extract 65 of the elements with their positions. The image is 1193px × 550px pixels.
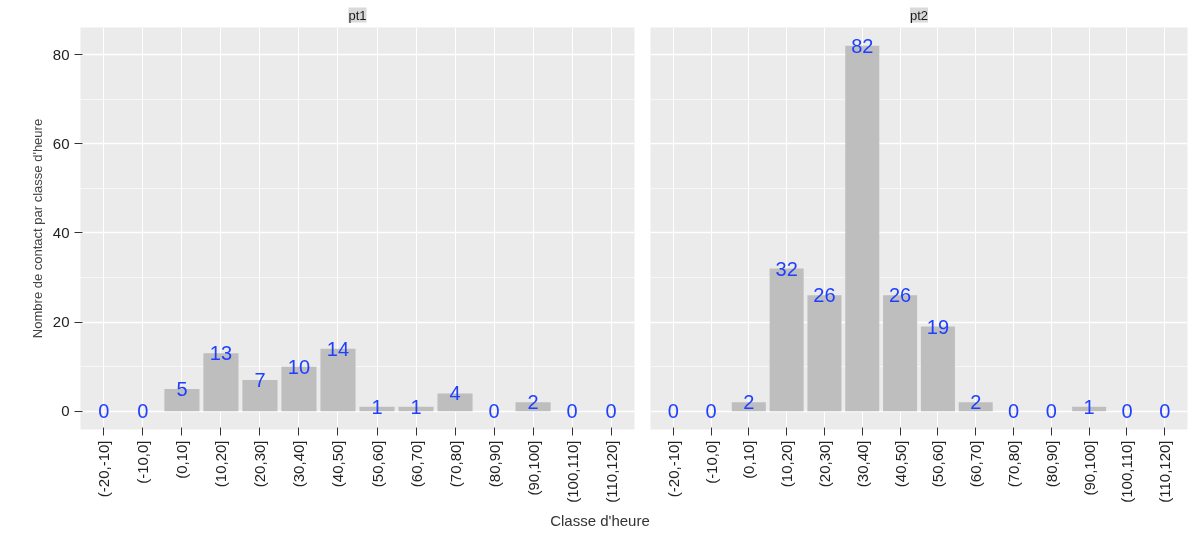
- x-tick-label: (100,110]: [563, 440, 581, 503]
- data-label: 5: [176, 377, 188, 400]
- data-label: 0: [605, 400, 617, 423]
- data-label: 0: [1007, 400, 1020, 423]
- x-tick-label: (80,90]: [1042, 440, 1060, 488]
- x-tick-label: (20,30]: [251, 440, 269, 488]
- x-tick-label: (80,90]: [485, 440, 503, 488]
- y-tick-label: 60: [52, 134, 70, 152]
- x-tick-label: (50,60]: [929, 440, 947, 488]
- x-tick-label: (30,40]: [290, 440, 308, 488]
- x-tick-label: (50,60]: [368, 440, 386, 488]
- data-label: 0: [1159, 400, 1171, 423]
- data-label: 0: [137, 400, 149, 423]
- data-label: 2: [970, 391, 982, 414]
- data-label: 19: [926, 315, 950, 338]
- x-tick-label: (70,80]: [446, 440, 464, 488]
- data-label: 2: [743, 391, 755, 414]
- data-label: 0: [488, 400, 500, 423]
- data-label: 7: [254, 369, 266, 392]
- x-tick-label: (10,20]: [212, 440, 230, 488]
- x-tick-label: (-10,0]: [702, 440, 720, 484]
- x-tick-label: (90,100]: [524, 440, 542, 496]
- data-label: 82: [851, 34, 874, 57]
- data-label: 0: [566, 400, 578, 423]
- x-tick-label: (110,120]: [602, 440, 620, 503]
- data-label: 4: [449, 382, 461, 405]
- x-tick-label: (40,50]: [891, 440, 909, 488]
- data-label: 0: [98, 400, 110, 423]
- y-tick-label: 40: [52, 223, 70, 241]
- data-label: 1: [371, 395, 383, 418]
- data-label: 32: [775, 257, 798, 280]
- x-tick-label: (-20,-10]: [95, 440, 113, 498]
- y-axis-title: Nombre de contact par classe d'heure: [29, 118, 45, 339]
- x-tick-label: (0,10]: [173, 440, 191, 479]
- x-axis-title: Classe d'heure: [550, 511, 650, 531]
- chart-title: pt1: [348, 7, 367, 23]
- x-tick-label: (40,50]: [329, 440, 347, 488]
- y-tick-label: 20: [52, 313, 70, 331]
- x-tick-label: (110,120]: [1156, 440, 1174, 503]
- x-tick-label: (10,20]: [778, 440, 796, 488]
- data-label: 1: [1083, 395, 1095, 418]
- data-label: 13: [209, 342, 233, 365]
- x-tick-label: (60,70]: [407, 440, 425, 488]
- x-tick-label: (90,100]: [1080, 440, 1098, 496]
- data-label: 14: [326, 337, 350, 360]
- data-label: 26: [813, 284, 836, 307]
- x-tick-label: (0,10]: [740, 440, 758, 479]
- y-tick-label: 80: [52, 45, 70, 63]
- x-tick-label: (60,70]: [967, 440, 985, 488]
- data-label: 0: [705, 400, 717, 423]
- data-label: 1: [410, 395, 422, 418]
- x-tick-label: (-20,-10]: [664, 440, 682, 498]
- data-label: 0: [1121, 400, 1133, 423]
- x-tick-label: (70,80]: [1005, 440, 1023, 488]
- x-tick-label: (100,110]: [1118, 440, 1136, 503]
- data-label: 2: [527, 391, 539, 414]
- data-label: 26: [888, 284, 912, 307]
- x-tick-label: (-10,0]: [134, 440, 152, 484]
- y-tick-label: 0: [61, 402, 70, 420]
- data-label: 0: [667, 400, 679, 423]
- data-label: 10: [287, 355, 311, 378]
- x-tick-label: (20,30]: [815, 440, 833, 488]
- chart-title: pt2: [909, 7, 929, 23]
- data-label: 0: [1045, 400, 1057, 423]
- x-tick-label: (30,40]: [853, 440, 871, 488]
